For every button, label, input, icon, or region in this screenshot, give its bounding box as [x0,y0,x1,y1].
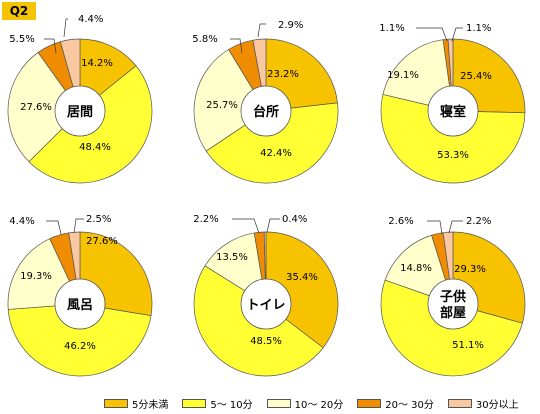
leader-line [44,38,57,54]
pie-title: 子供 [440,289,466,305]
pie-title: 風呂 [67,298,93,313]
data-label: 19.3% [20,271,52,282]
data-label: 27.6% [20,102,52,113]
pie-slice [265,231,339,349]
data-label: 4.4% [78,14,103,25]
data-label: 42.4% [260,148,292,159]
pie-slice [193,49,267,152]
leader-line [427,220,443,235]
legend-item: 5～ 10分 [182,396,253,411]
data-label: 13.5% [216,252,248,263]
data-label: 23.2% [267,69,299,80]
leader-line [266,218,280,233]
legend-label: 10～ 20分 [294,399,344,411]
leader-line [232,218,260,234]
leader-line [73,218,84,234]
legend-swatch [182,398,207,408]
pie-title: 台所 [253,104,279,120]
legend-item: 10～ 20分 [266,396,344,411]
data-label: 2.6% [388,216,413,227]
leader-line [451,27,463,42]
pie-center [427,278,479,330]
leader-line [257,23,266,38]
leader-line [230,38,243,54]
legend-swatch [266,398,291,408]
data-label: 53.3% [437,150,469,161]
data-label: 35.4% [286,272,318,283]
data-label: 19.1% [387,70,419,81]
legend-item: 30分以上 [447,396,519,411]
leader-line [448,220,463,234]
leader-line [63,18,68,38]
pie-center [427,85,479,137]
leader-line [46,220,62,235]
legend-label: 5分未満 [132,399,169,411]
data-label: 1.1% [466,23,491,34]
data-label: 2.9% [278,20,303,31]
pie-title: 部屋 [440,305,466,321]
legend-swatch [104,398,128,408]
data-label: 5.8% [192,34,217,45]
legend-label: 5～ 10分 [210,399,253,411]
pie-slice [380,93,526,184]
data-label: 25.7% [206,100,238,111]
data-label: 51.1% [452,340,484,351]
data-label: 2.5% [86,214,111,225]
legend-swatch [447,398,472,408]
pie-center [240,278,292,330]
pie-center [240,85,292,137]
data-label: 2.2% [466,216,491,227]
data-label: 48.5% [250,336,282,347]
data-label: 0.4% [282,214,307,225]
data-label: 5.5% [9,34,34,45]
data-label: 14.2% [81,58,113,69]
legend-label: 30分以上 [475,399,519,411]
data-label: 4.4% [9,216,34,227]
legend-item: 20～ 30分 [357,396,434,411]
legend-label: 20～ 30分 [385,399,434,411]
data-label: 48.4% [79,142,111,153]
legend-item: 5分未満 [104,396,168,411]
pie-title: トイレ [246,298,285,313]
pie-title: 居間 [67,105,93,120]
data-label: 1.1% [379,23,404,34]
pie-center [54,85,106,137]
question-badge: Q2 [2,2,36,20]
data-label: 29.3% [454,264,486,275]
data-label: 27.6% [86,236,118,247]
data-label: 46.2% [64,341,96,352]
data-label: 2.2% [193,214,218,225]
legend-swatch [357,398,382,408]
pie-slice [205,102,339,184]
pie-center [54,278,106,330]
pie-slice [7,303,152,377]
pie-slice [7,51,81,163]
data-label: 14.8% [400,263,432,274]
leader-line [416,27,448,42]
legend: 5分未満 5～ 10分 10～ 20分 20～ 30分 30分以上 [104,396,534,411]
pie-title: 寝室 [440,104,466,120]
data-label: 25.4% [460,71,492,82]
